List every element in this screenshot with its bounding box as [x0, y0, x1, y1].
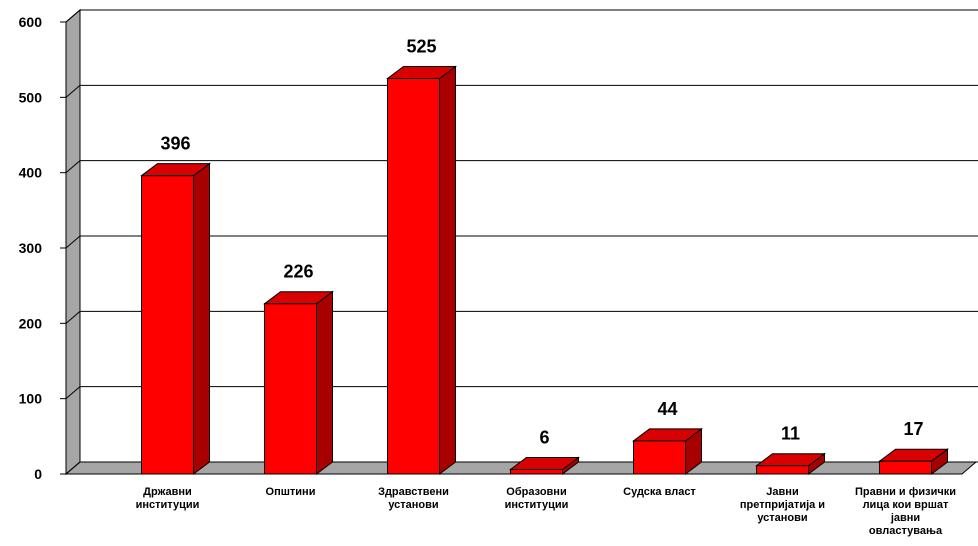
bar [510, 468, 563, 475]
y-tick-label: 500 [19, 89, 43, 105]
x-tick-label: Државни институции [135, 486, 200, 511]
x-tick-label: Здравствени установи [378, 486, 449, 511]
bar-side [316, 290, 333, 475]
y-tick-label: 0 [34, 466, 42, 482]
grid-line [65, 84, 81, 98]
data-label: 226 [283, 262, 313, 282]
y-tick-label: 400 [19, 165, 43, 181]
grid-line [65, 9, 81, 23]
x-tick-label: Правни и физички лица кои вршат јавни ов… [854, 486, 957, 537]
grid-line [65, 461, 81, 475]
x-tick-label: Судска власт [623, 486, 696, 498]
x-tick-label: Јавни претпријатија и установи [739, 486, 826, 524]
bar [141, 175, 194, 475]
grid-line [65, 235, 81, 249]
data-label: 44 [657, 399, 677, 419]
bar [756, 465, 809, 475]
bar-side [193, 162, 210, 475]
y-tick-label: 300 [19, 240, 43, 256]
data-label: 11 [781, 424, 800, 444]
data-label: 525 [406, 37, 436, 57]
data-label: 6 [539, 427, 549, 447]
grid-line [65, 160, 81, 174]
y-tick-label: 600 [19, 14, 43, 30]
grid-line [65, 386, 81, 400]
grid-line [65, 310, 81, 324]
x-tick-label: Образовни институции [504, 486, 569, 511]
bar [387, 78, 440, 475]
data-label: 17 [903, 419, 923, 439]
y-tick-label: 100 [19, 391, 43, 407]
data-label: 396 [160, 134, 190, 154]
bar [879, 460, 932, 475]
y-tick-label: 200 [19, 315, 43, 331]
bar [633, 440, 686, 475]
bar-side [439, 65, 456, 475]
x-tick-label: Општини [265, 486, 316, 498]
bar [264, 303, 317, 475]
